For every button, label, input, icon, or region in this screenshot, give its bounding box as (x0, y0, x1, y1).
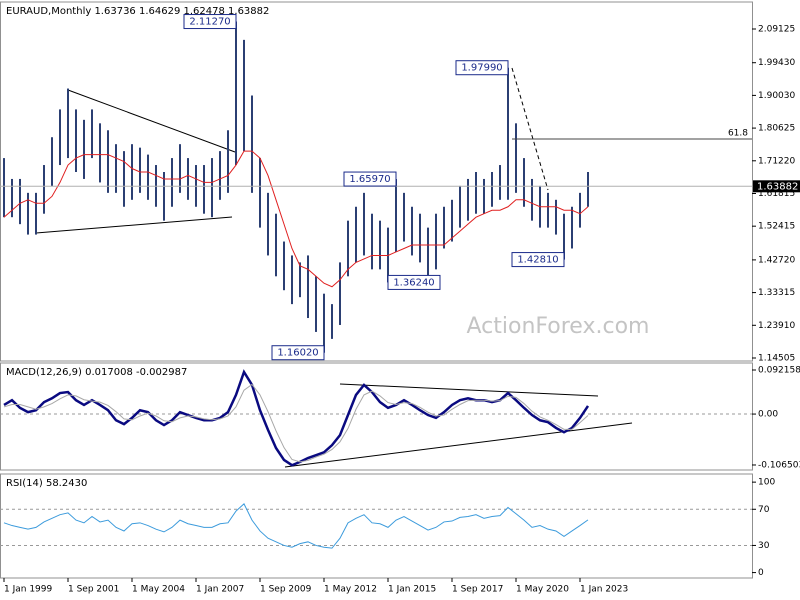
indicator-line (3, 369, 590, 467)
y-tick-label: 0 (758, 568, 764, 578)
y-tick-label: 1.71220 (758, 156, 795, 166)
y-tick-label: 1.42720 (758, 255, 795, 265)
x-tick-label: 1 Jan 2023 (580, 585, 628, 595)
y-tick-label: 1.33315 (758, 288, 795, 298)
indicator-line (3, 503, 589, 549)
pane-title: EURAUD,Monthly 1.63736 1.64629 1.62478 1… (6, 6, 269, 17)
y-tick-label: 1.90030 (758, 91, 795, 101)
indicator-line (3, 383, 589, 463)
y-tick-label: 1.99430 (758, 58, 795, 68)
last-price-box (753, 180, 800, 193)
watermark: ActionForex.com (467, 314, 650, 339)
last-price-label: 1.63882 (757, 181, 798, 192)
annotation-label: 1.36240 (393, 277, 434, 288)
trend-line (284, 422, 633, 468)
x-tick-label: 1 Jan 2015 (388, 585, 436, 595)
annotation-box (343, 171, 397, 187)
x-tick-label: 1 Sep 2001 (68, 585, 119, 595)
annotation-label: 1.65970 (349, 174, 390, 185)
trend-line (35, 216, 233, 234)
x-tick-label: 1 Jan 2007 (196, 585, 244, 595)
pane-frame (0, 362, 753, 471)
annotation-label: 1.42810 (517, 255, 558, 266)
y-tick-label: 1.52415 (758, 222, 795, 232)
pane-frame (0, 1, 753, 362)
trend-line (67, 89, 236, 153)
y-tick-label: 30 (758, 541, 770, 551)
annotation-label: 1.16020 (277, 348, 318, 359)
y-tick-label: -0.106503 (758, 460, 800, 470)
x-tick-label: 1 Jan 1999 (4, 585, 52, 595)
moving-average (3, 150, 589, 288)
x-tick-label: 1 May 2012 (324, 585, 377, 595)
y-tick-label: 1.80625 (758, 124, 795, 134)
trend-line (339, 383, 599, 397)
y-tick-label: 0.00 (758, 410, 778, 420)
y-tick-label: 1.14505 (758, 353, 795, 363)
y-tick-label: 2.09125 (758, 24, 795, 34)
annotation-box (455, 60, 509, 76)
pane-title: RSI(14) 58.2430 (6, 478, 87, 489)
x-tick-label: 1 May 2020 (516, 585, 569, 595)
y-tick-label: 1.23910 (758, 321, 795, 331)
y-tick-label: 70 (758, 505, 770, 515)
x-tick-label: 1 May 2004 (132, 585, 185, 595)
trend-line (511, 67, 549, 191)
x-tick-label: 1 Sep 2017 (452, 585, 503, 595)
annotation-box (183, 14, 237, 30)
annotation-label: 1.97990 (461, 63, 502, 74)
annotation-box (511, 252, 565, 268)
y-tick-label: 100 (758, 478, 775, 488)
y-tick-label: 0.092158 (758, 366, 800, 376)
annotation-box (271, 345, 325, 361)
annotation-label: 2.11270 (189, 17, 230, 28)
fib-level-label: 61.8 (728, 128, 748, 138)
x-tick-label: 1 Sep 2009 (260, 585, 312, 595)
pane-frame (0, 473, 753, 579)
annotation-box (387, 274, 441, 290)
y-tick-label: 1.61815 (758, 189, 795, 199)
pane-title: MACD(12,26,9) 0.017008 -0.002987 (6, 367, 187, 378)
